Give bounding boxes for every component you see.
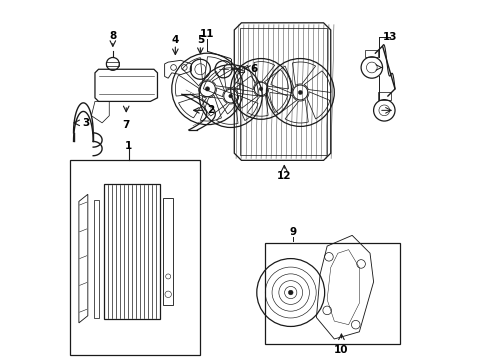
Circle shape — [229, 94, 233, 98]
Text: 12: 12 — [277, 171, 292, 181]
Circle shape — [288, 290, 293, 295]
Bar — [94, 200, 99, 318]
Bar — [366, 50, 378, 57]
Text: 10: 10 — [334, 345, 349, 355]
Text: 4: 4 — [172, 35, 179, 45]
Text: 8: 8 — [109, 31, 117, 41]
Text: 7: 7 — [122, 120, 130, 130]
Circle shape — [205, 87, 210, 91]
Bar — [378, 93, 391, 100]
Circle shape — [259, 87, 263, 91]
Circle shape — [298, 90, 302, 95]
Bar — [70, 160, 200, 355]
Bar — [104, 184, 160, 319]
Bar — [265, 243, 400, 344]
Text: 5: 5 — [196, 35, 204, 45]
Text: 11: 11 — [200, 28, 215, 39]
Bar — [240, 28, 327, 155]
Text: 3: 3 — [82, 118, 90, 128]
Text: 6: 6 — [250, 64, 258, 73]
Bar — [106, 62, 119, 66]
Text: 9: 9 — [290, 227, 297, 237]
Bar — [163, 198, 173, 305]
Text: 2: 2 — [207, 105, 215, 115]
Bar — [239, 66, 244, 72]
Text: 1: 1 — [125, 141, 132, 151]
Text: 13: 13 — [382, 32, 397, 42]
